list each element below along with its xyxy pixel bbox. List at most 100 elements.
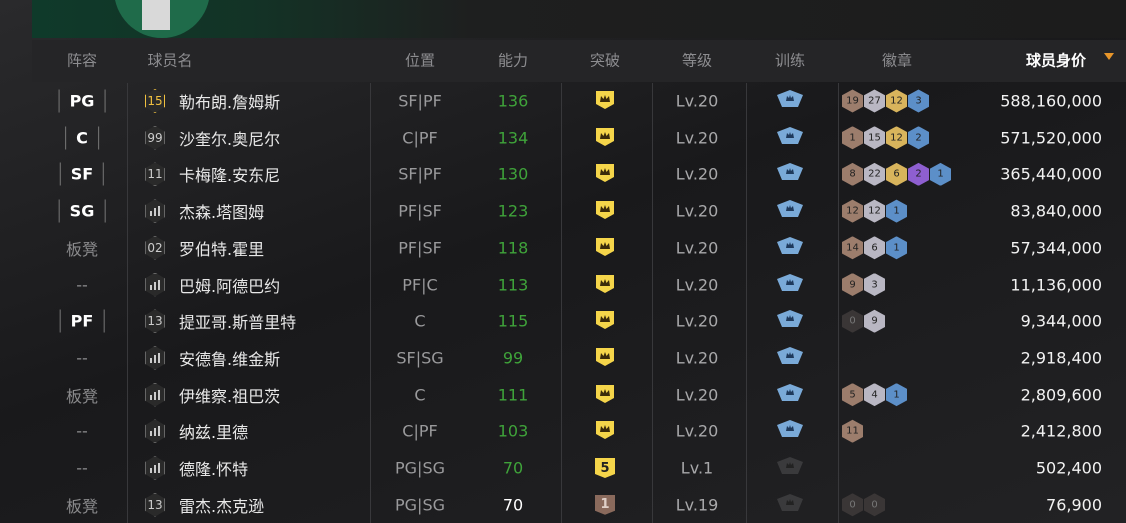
player-name[interactable]: 卡梅隆.安东尼	[179, 166, 281, 186]
lineup: --	[76, 458, 88, 478]
position: C	[414, 311, 426, 331]
column-header: 能力	[497, 51, 529, 70]
lineup: PG	[58, 89, 106, 113]
training-icon	[776, 236, 804, 260]
player-name[interactable]: 提亚哥.斯普里特	[179, 313, 297, 333]
column-header: 等级	[681, 51, 713, 70]
breakthrough-icon	[594, 309, 616, 335]
training-icon	[776, 309, 804, 333]
player-name[interactable]: 纳兹.里德	[179, 423, 249, 443]
position: C	[414, 385, 426, 405]
level: Lv.20	[675, 385, 719, 405]
player-value: 83,840,000	[1010, 201, 1102, 221]
player-value: 9,344,000	[1020, 311, 1102, 331]
lineup: --	[76, 421, 88, 441]
breakthrough-icon	[594, 419, 616, 445]
lineup: 板凳	[65, 386, 99, 406]
badge: 8	[842, 162, 863, 186]
player-value: 2,809,600	[1020, 385, 1102, 405]
breakthrough-icon	[594, 162, 616, 188]
player-image	[115, 0, 209, 38]
lineup: --	[76, 348, 88, 368]
header-banner	[32, 0, 1126, 38]
sort-arrow	[1104, 53, 1114, 60]
table-header	[32, 40, 1126, 82]
training-icon	[776, 419, 804, 443]
player-name[interactable]: 德隆.怀特	[179, 460, 249, 479]
position: SF|PF	[398, 164, 442, 184]
badge: 6	[886, 162, 907, 186]
column-divider	[127, 83, 128, 523]
player-name[interactable]: 沙奎尔.奥尼尔	[179, 129, 281, 149]
column-header: 阵容	[66, 51, 98, 70]
column-header[interactable]: 球员身价	[1025, 51, 1086, 70]
position: SF|PF	[398, 91, 442, 111]
player-value: 11,136,000	[1010, 275, 1102, 294]
column-header: 徽章	[881, 51, 913, 70]
player-name[interactable]: 勒布朗.詹姆斯	[179, 93, 281, 112]
player-value: 365,440,000	[1000, 164, 1102, 184]
badge: 2	[908, 126, 929, 150]
badge: 2	[908, 162, 929, 186]
breakthrough-icon	[594, 273, 616, 299]
badge: 22	[864, 162, 885, 186]
training-icon	[776, 162, 804, 186]
badge: 1	[886, 383, 907, 407]
level: Lv.20	[675, 91, 719, 111]
badge: 0	[842, 309, 863, 333]
breakthrough-icon	[594, 236, 616, 262]
level: Lv.20	[675, 348, 719, 368]
badge: 6	[864, 236, 885, 260]
column-divider	[746, 83, 747, 523]
player-name[interactable]: 伊维察.祖巴茨	[179, 386, 281, 406]
badge: 12	[886, 89, 907, 113]
badges: 12 12 1	[842, 199, 908, 223]
lineup: SF	[59, 162, 105, 186]
badge: 27	[864, 89, 885, 113]
badge: 4	[864, 383, 885, 407]
training-icon	[776, 199, 804, 223]
player-name[interactable]: 巴姆.阿德巴约	[179, 276, 281, 296]
column-header: 球员名	[147, 51, 193, 70]
lineup: 板凳	[65, 496, 99, 516]
training-icon	[776, 346, 804, 370]
position: C|PF	[402, 128, 438, 148]
column-header: 突破	[589, 51, 621, 70]
jersey-number: 15	[145, 89, 165, 113]
badge: 1	[886, 236, 907, 260]
breakthrough-icon	[594, 89, 616, 115]
lineup: C	[65, 126, 99, 150]
badge: 0	[842, 493, 863, 517]
player-name[interactable]: 安德鲁.维金斯	[179, 349, 281, 369]
badge: 1	[930, 162, 951, 186]
ability: 70	[502, 495, 524, 515]
training-icon	[776, 383, 804, 407]
badge: 11	[842, 419, 863, 443]
player-value: 57,344,000	[1010, 238, 1102, 258]
ability: 111	[497, 385, 529, 405]
training-icon	[776, 493, 804, 517]
jersey-number: 99	[145, 125, 165, 150]
player-name[interactable]: 罗伯特.霍里	[179, 239, 265, 259]
ability: 103	[497, 421, 529, 441]
badges: 19 27 12 3	[842, 89, 930, 113]
training-icon	[776, 273, 804, 297]
breakthrough-icon	[594, 199, 616, 225]
badge: 0	[864, 493, 885, 517]
badge: 1	[886, 199, 907, 223]
badge: 9	[842, 273, 863, 296]
ability: 136	[497, 91, 529, 111]
position: C|PF	[402, 421, 438, 441]
player-name[interactable]: 杰森.塔图姆	[179, 203, 265, 223]
player-name[interactable]: 雷杰.杰克逊	[179, 496, 265, 516]
player-value: 2,412,800	[1020, 421, 1102, 441]
player-value: 2,918,400	[1020, 348, 1102, 368]
column-divider	[838, 83, 839, 523]
level: Lv.20	[675, 421, 719, 441]
breakthrough: 5	[595, 458, 615, 478]
badge: 1	[842, 126, 863, 150]
rank-icon	[145, 382, 165, 407]
breakthrough-icon	[594, 383, 616, 409]
